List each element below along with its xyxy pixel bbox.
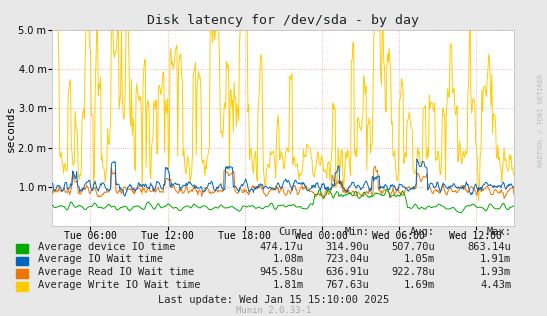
Text: 723.04u: 723.04u	[325, 254, 369, 264]
Text: Last update: Wed Jan 15 15:10:00 2025: Last update: Wed Jan 15 15:10:00 2025	[158, 295, 389, 305]
Text: 767.63u: 767.63u	[325, 280, 369, 289]
Text: 314.90u: 314.90u	[325, 242, 369, 252]
Text: Average IO Wait time: Average IO Wait time	[38, 254, 164, 264]
Text: Min:: Min:	[344, 228, 369, 237]
Text: 4.43m: 4.43m	[480, 280, 511, 289]
Text: 1.91m: 1.91m	[480, 254, 511, 264]
Text: Munin 2.0.33-1: Munin 2.0.33-1	[236, 306, 311, 315]
Text: 922.78u: 922.78u	[391, 267, 435, 277]
Text: 1.69m: 1.69m	[404, 280, 435, 289]
Text: Cur:: Cur:	[278, 228, 304, 237]
Text: 863.14u: 863.14u	[468, 242, 511, 252]
Text: 1.05m: 1.05m	[404, 254, 435, 264]
Text: 507.70u: 507.70u	[391, 242, 435, 252]
Title: Disk latency for /dev/sda - by day: Disk latency for /dev/sda - by day	[147, 15, 419, 27]
Text: 1.81m: 1.81m	[272, 280, 304, 289]
Text: 945.58u: 945.58u	[260, 267, 304, 277]
Text: 636.91u: 636.91u	[325, 267, 369, 277]
Text: 474.17u: 474.17u	[260, 242, 304, 252]
Text: Average Write IO Wait time: Average Write IO Wait time	[38, 280, 201, 289]
Text: 1.93m: 1.93m	[480, 267, 511, 277]
Text: Max:: Max:	[486, 228, 511, 237]
Y-axis label: seconds: seconds	[5, 104, 16, 152]
Text: Average device IO time: Average device IO time	[38, 242, 176, 252]
Text: RRDTOOL / TOBI OETIKER: RRDTOOL / TOBI OETIKER	[538, 73, 544, 167]
Text: 1.08m: 1.08m	[272, 254, 304, 264]
Text: Average Read IO Wait time: Average Read IO Wait time	[38, 267, 195, 277]
Text: Avg:: Avg:	[410, 228, 435, 237]
